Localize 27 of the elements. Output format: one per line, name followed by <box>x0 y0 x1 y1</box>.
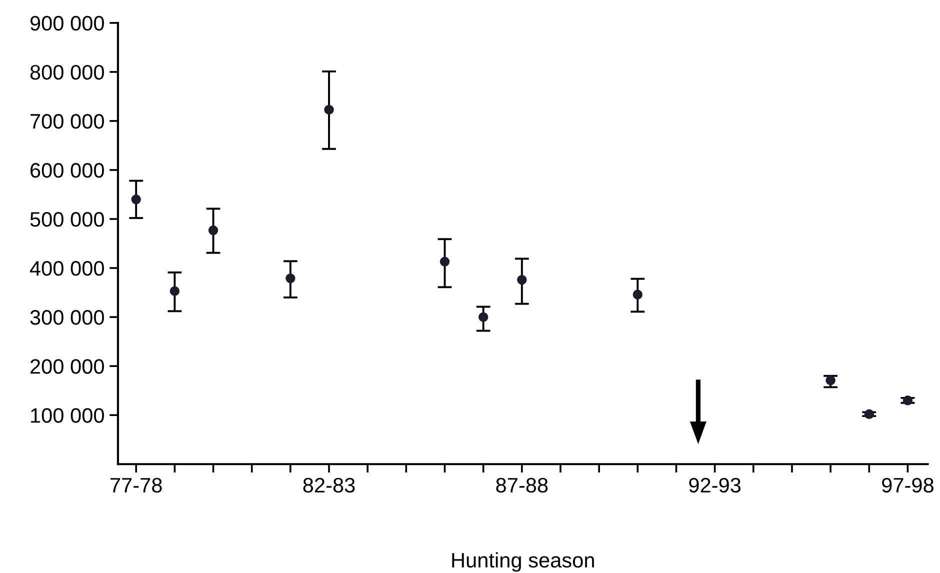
point <box>324 104 334 115</box>
point <box>170 286 180 296</box>
y-tick-label: 200 000 <box>30 359 104 374</box>
x-tick-label: 77-78 <box>110 478 162 493</box>
y-tick-label: 900 000 <box>30 16 104 31</box>
point <box>632 290 643 300</box>
point <box>864 409 874 419</box>
y-tick-label: 600 000 <box>30 162 104 178</box>
y-tick-label: 800 000 <box>30 64 104 80</box>
y-tick-label: 500 000 <box>30 212 104 227</box>
x-tick-label: 82-83 <box>303 478 355 493</box>
point <box>208 225 218 236</box>
y-tick-label: 100 000 <box>31 408 104 423</box>
y-tick-label: 300 000 <box>30 310 104 325</box>
point <box>826 375 836 386</box>
x-tick-label: 97-98 <box>882 478 934 493</box>
y-tick-label: 400 000 <box>30 261 104 276</box>
x-tick-label: 87-88 <box>496 478 548 493</box>
x-axis-title: Hunting season <box>452 552 594 572</box>
point <box>440 256 450 267</box>
point <box>286 273 296 284</box>
point <box>902 396 913 406</box>
point <box>517 274 527 285</box>
x-tick-label: 92-93 <box>689 478 741 493</box>
y-tick-label: 700 000 <box>30 114 104 129</box>
point <box>131 194 141 204</box>
point <box>478 312 488 322</box>
